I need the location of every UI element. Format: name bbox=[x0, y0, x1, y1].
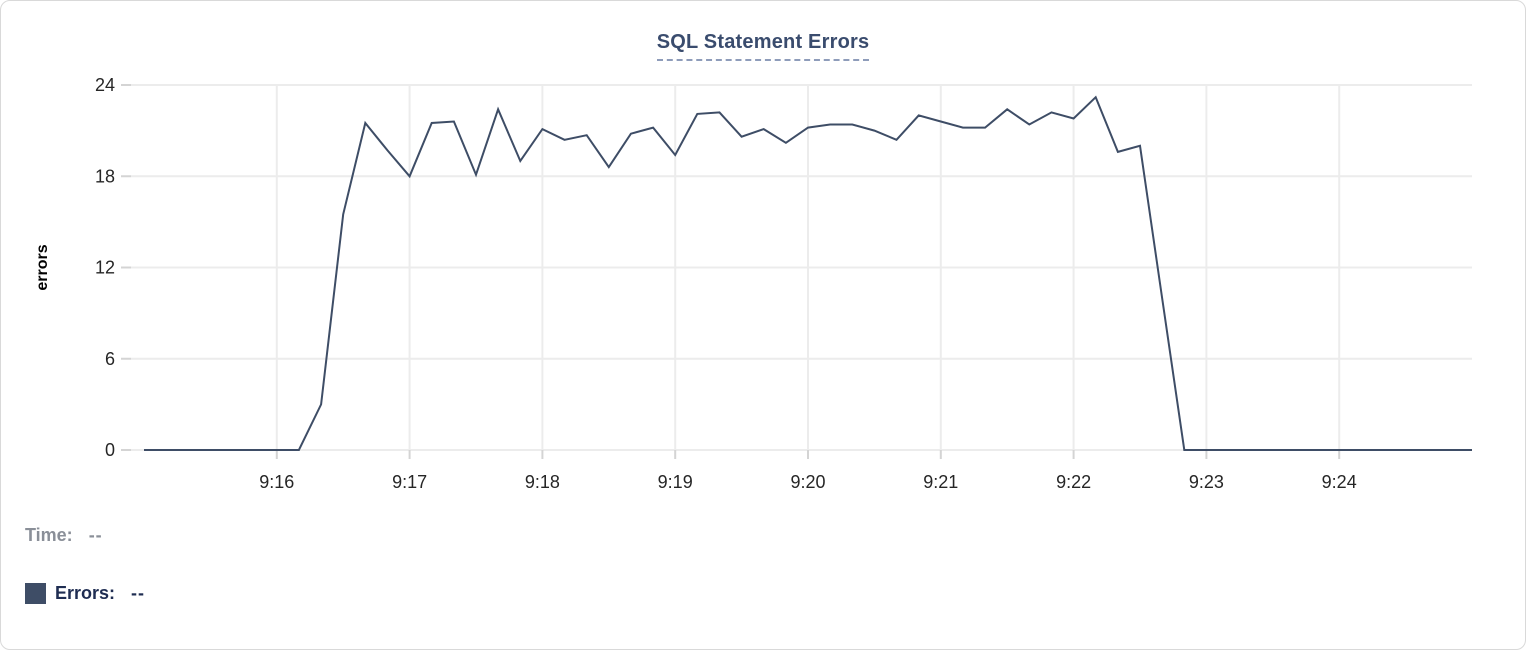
errors-series-line bbox=[144, 95, 1472, 451]
x-tick-label: 9:17 bbox=[392, 472, 427, 492]
errors-legend-row[interactable]: Errors: -- bbox=[25, 583, 145, 604]
x-tick-label: 9:21 bbox=[923, 472, 958, 492]
errors-readout-label: Errors: bbox=[55, 583, 116, 603]
chart-title-wrap: SQL Statement Errors bbox=[1, 31, 1525, 61]
axis-ticks bbox=[121, 84, 1341, 459]
x-tick-label: 9:24 bbox=[1322, 472, 1357, 492]
errors-readout-value: -- bbox=[131, 583, 146, 603]
x-tick-label: 9:19 bbox=[658, 472, 693, 492]
y-axis-title: errors bbox=[34, 244, 51, 290]
y-tick-label: 0 bbox=[105, 440, 115, 460]
errors-series-swatch bbox=[25, 583, 46, 604]
gridlines bbox=[131, 84, 1472, 451]
y-tick-label: 18 bbox=[95, 166, 115, 186]
sql-statement-errors-chart: 0 6 12 18 24 9:16 9:17 9:18 9:19 9:20 9:21 9:22 9:23… bbox=[34, 75, 1472, 492]
chart-title[interactable]: SQL Statement Errors bbox=[656, 31, 870, 61]
time-readout-row: Time: -- bbox=[25, 525, 103, 546]
x-tick-label: 9:23 bbox=[1189, 472, 1224, 492]
x-tick-label: 9:22 bbox=[1056, 472, 1091, 492]
y-tick-label: 12 bbox=[95, 258, 115, 278]
x-tick-label: 9:20 bbox=[790, 472, 825, 492]
y-tick-label: 6 bbox=[105, 349, 115, 369]
y-tick-label: 24 bbox=[95, 75, 115, 95]
x-tick-label: 9:16 bbox=[259, 472, 294, 492]
x-tick-label: 9:18 bbox=[525, 472, 560, 492]
y-axis-labels: 0 6 12 18 24 bbox=[95, 75, 115, 460]
time-readout-value: -- bbox=[88, 525, 103, 545]
x-axis-labels: 9:16 9:17 9:18 9:19 9:20 9:21 9:22 9:23 9:24 bbox=[259, 472, 1356, 492]
time-readout-label: Time: bbox=[25, 525, 73, 545]
